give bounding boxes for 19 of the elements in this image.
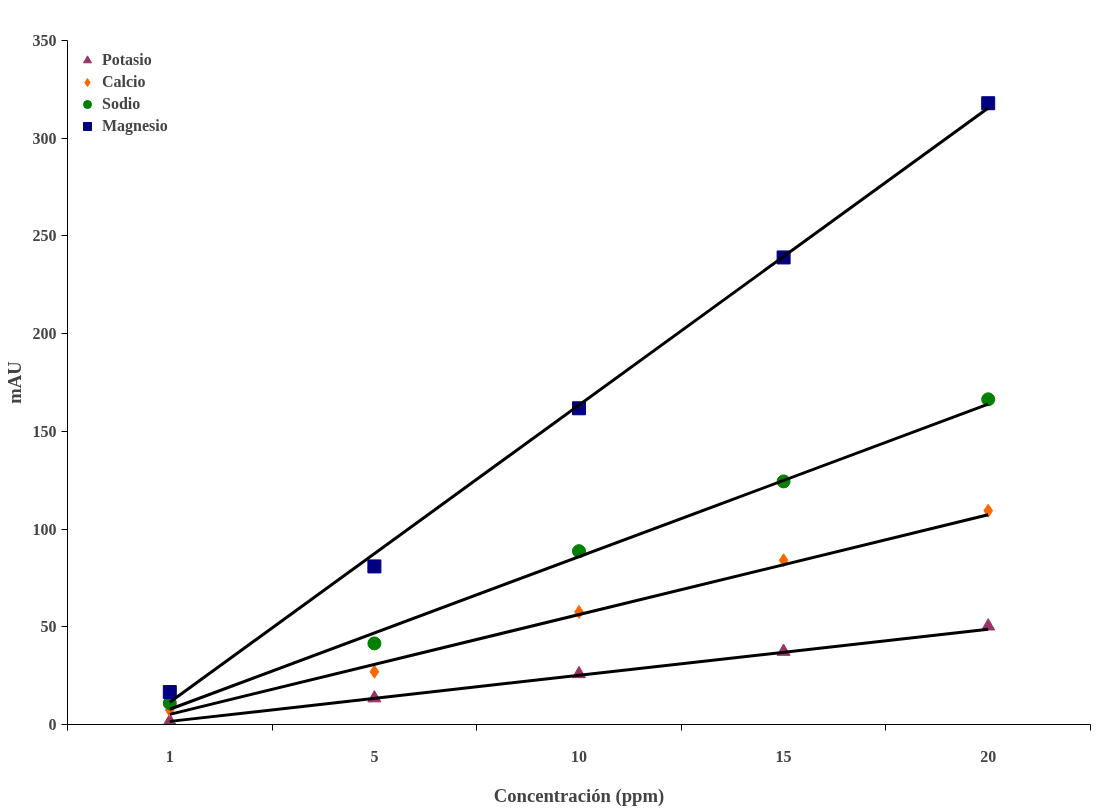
legend-label: Potasio: [102, 51, 152, 69]
y-tick-label: 250: [32, 227, 57, 245]
x-tick-label: 15: [775, 747, 792, 765]
y-tick-label: 0: [48, 716, 57, 733]
x-tick-label: 10: [571, 747, 587, 765]
y-tick-label: 100: [32, 520, 57, 538]
y-axis-title: mAU: [3, 360, 25, 404]
legend-label: Calcio: [102, 73, 146, 91]
y-tick-label: 50: [40, 618, 57, 636]
x-tick-label: 5: [370, 747, 379, 765]
x-tick-label: 20: [980, 747, 997, 765]
y-tick-label: 300: [32, 129, 57, 147]
y-tick-label: 350: [32, 32, 57, 49]
y-tick-label: 150: [32, 422, 57, 440]
x-axis-title: Concentración (ppm): [493, 784, 665, 807]
y-tick-label: 200: [32, 325, 57, 343]
legend-label: Sodio: [102, 95, 141, 113]
x-tick-label: 1: [165, 747, 174, 765]
legend-label: Magnesio: [102, 117, 168, 135]
